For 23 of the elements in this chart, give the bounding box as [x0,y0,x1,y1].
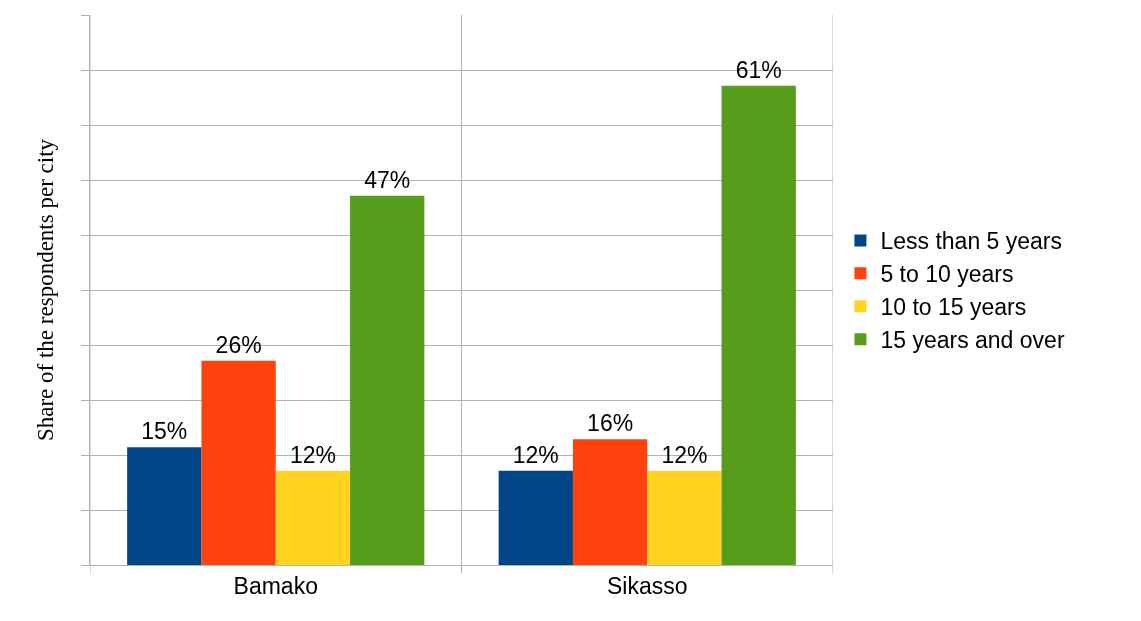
data-label: 15% [141,418,188,445]
bar [127,447,202,565]
bar [275,470,351,565]
data-label: 12% [661,441,708,468]
x-tick-label: Sikasso [606,572,688,599]
bar [498,470,573,565]
data-label: 61% [735,56,782,83]
bar [647,470,722,565]
legend-label: 10 to 15 years [880,294,1027,321]
data-label: 47% [364,166,411,193]
bar [350,195,425,565]
data-label: 12% [512,441,559,468]
legend-label: Less than 5 years [880,228,1062,255]
bar [721,85,796,565]
legend-label: 15 years and over [880,327,1065,354]
x-tick-label: Bamako [233,572,318,599]
data-label: 12% [289,441,336,468]
bar [201,360,276,565]
data-label: 26% [215,331,262,358]
legend-label: 5 to 10 years [880,261,1014,288]
bar [572,439,648,565]
data-label: 16% [587,410,634,437]
y-axis-title: Share of the respondents per city [33,138,59,442]
